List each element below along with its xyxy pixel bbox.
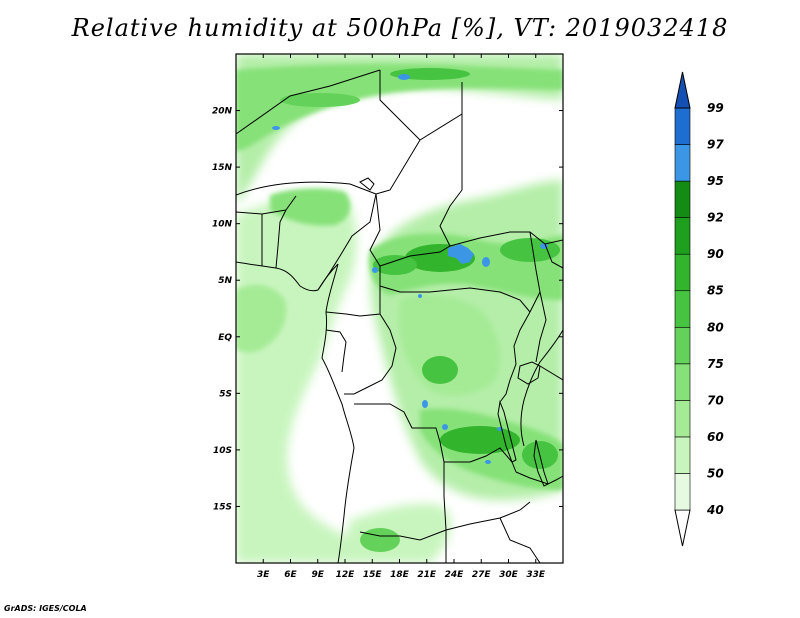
colorbar-segment-92-95 [674,180,691,218]
border-zimbabwe [499,517,541,563]
lat-label-10S: 10S [213,446,232,456]
border-libya-chad [375,139,421,195]
blue-cell-11 [418,294,422,298]
blue-cell-6 [272,126,280,130]
colorbar-label-80: 80 [707,320,724,334]
border-south-sudan-east [529,231,541,313]
colorbar-segment-90-92 [674,217,691,255]
lat-label-20N: 20N [212,107,233,117]
lat-label-5S: 5S [219,389,232,399]
peak-central-3 [373,255,417,275]
blue-cell-9 [485,460,491,464]
colorbar-label-90: 90 [707,247,724,261]
lake-chad [359,177,375,191]
colorbar-segment-85-90 [674,253,691,292]
colorbar-segment-40-50 [674,473,691,511]
colorbar-label-50: 50 [707,466,724,480]
border-sudan-south-sudan [449,231,563,247]
lon-label-9E: 9E [312,570,325,580]
humidity-core-sahel [270,188,351,226]
lon-label-33E: 33E [526,570,546,580]
east-africa-coastline [520,329,563,447]
border-nigeria-benin [275,195,297,269]
lat-label-15S: 15S [213,502,232,512]
lon-label-6E: 6E [284,570,297,580]
lon-label-24E: 24E [445,570,465,580]
colorbar-label-85: 85 [707,284,724,298]
colorbar-segment-75-80 [674,326,691,365]
colorbar-segment-60-70 [674,400,691,438]
colorbar-label-70: 70 [707,393,724,407]
border-congo-drc [344,313,397,395]
border-niger [236,181,377,196]
colorbar-segment-70-75 [674,363,691,401]
lon-label-27E: 27E [472,570,492,580]
colorbar-label-60: 60 [707,430,724,444]
colorbar-segment-97-99 [674,107,691,145]
country-borders [236,69,563,563]
peak-southeast [440,426,520,454]
border-cameroon-south [325,286,381,317]
lat-label-10N: 10N [212,220,233,230]
lat-label-15N: 15N [212,163,233,173]
border-ethiopia [544,243,563,269]
grads-credit: GrADS: IGES/COLA [4,604,87,613]
lon-label-21E: 21E [417,570,437,580]
border-kenya-tanzania [539,365,563,381]
border-burkina [236,209,287,215]
blue-cell-1 [448,244,474,264]
border-uganda-kenya [535,291,547,363]
blue-cell-5 [398,74,410,80]
colorbar-label-97: 97 [707,138,724,152]
humidity-core-west [236,284,287,353]
blue-cell-4 [372,267,378,273]
border-car-drc [379,266,531,313]
peak-north-2 [280,93,360,107]
border-mali-algeria [236,69,381,135]
lon-label-30E: 30E [499,570,519,580]
humidity-field-west-coast [236,191,360,563]
colorbar-label-75: 75 [707,357,724,371]
border-drc-angola [354,403,470,463]
humidity-core-north-streak [236,63,563,153]
lon-label-15E: 15E [363,570,383,580]
colorbar-label-95: 95 [707,174,724,188]
colorbar: 40 50 60 70 75 80 85 90 92 95 97 99 [674,71,724,547]
border-drc-uganda-rwanda [499,311,531,403]
lon-label-18E: 18E [390,570,410,580]
colorbar-label-92: 92 [707,211,724,225]
lake-victoria [517,361,541,385]
map-title: Relative humidity at 500hPa [%], VT: 201… [71,14,729,42]
border-nigeria-cameroon [317,193,377,291]
axis-ticks: 3E 6E 9E 12E 15E 18E 21E 24E 27E 30E 33E 20N 15N 10N 5… [212,54,563,580]
colorbar-high-extension [674,71,691,109]
lake-malawi [533,439,549,487]
border-gabon-congo [325,329,347,373]
border-drc-zambia [469,447,517,473]
colorbar-label-99: 99 [707,101,724,115]
blue-cell-7 [422,400,428,408]
colorbar-segment-50-60 [674,436,691,474]
border-tanzania-mozambique [515,471,563,485]
blue-cell-2 [482,257,490,267]
lat-label-EQ: EQ [218,333,232,343]
colorbar-low-extension [674,509,691,547]
border-angola-zambia [359,462,447,541]
lon-label-12E: 12E [336,570,356,580]
border-chad-sudan [439,114,463,247]
lat-label-5N: 5N [218,276,232,286]
lake-tanganyika [497,400,517,463]
peak-congo [422,356,458,384]
peak-south [360,528,400,552]
colorbar-segment-95-97 [674,144,691,182]
lon-label-3E: 3E [257,570,270,580]
blue-cell-8 [442,424,448,430]
colorbar-segment-80-85 [674,290,691,328]
colorbar-label-40: 40 [706,503,724,517]
